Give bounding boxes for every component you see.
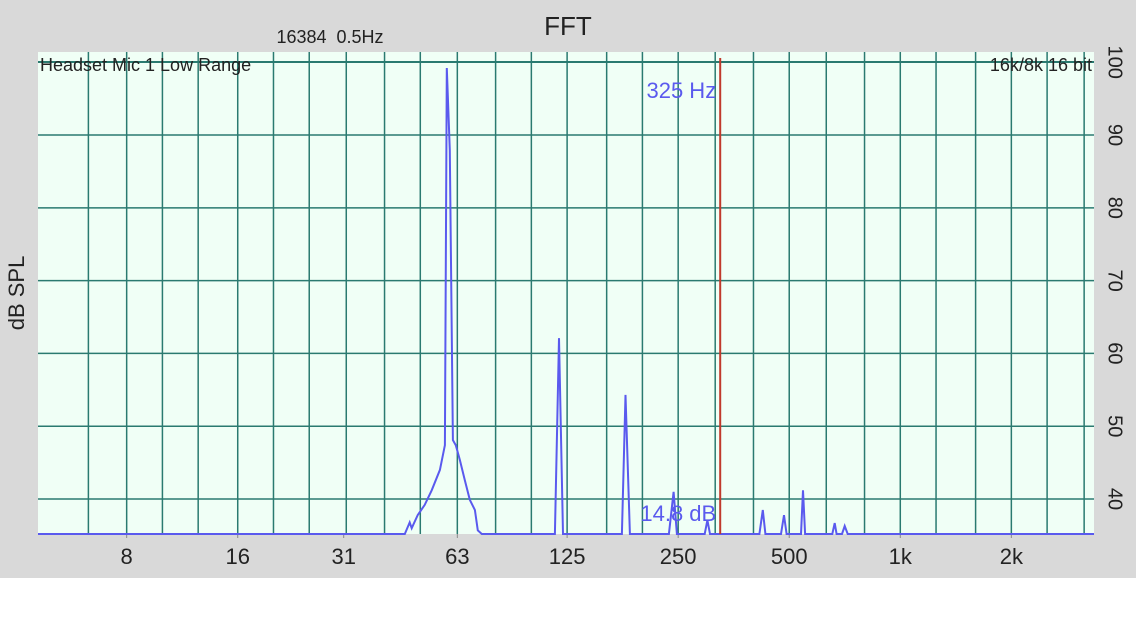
y-tick-label: 40 [1104, 488, 1126, 510]
plot-area [38, 52, 1094, 534]
x-tick-label: 500 [771, 544, 808, 569]
cursor-frequency: 325 Hz [646, 78, 716, 103]
y-tick-label: 60 [1104, 342, 1126, 364]
x-tick-label: 63 [445, 544, 469, 569]
y-tick-label: 70 [1104, 269, 1126, 291]
y-tick-label: 100 [1104, 46, 1126, 79]
input-name: Headset Mic 1 Low Range [40, 55, 251, 75]
cursor-level: 14.8 dB [640, 501, 716, 526]
x-tick-label: 16 [225, 544, 249, 569]
x-tick-label: 8 [121, 544, 133, 569]
x-tick-label: 250 [660, 544, 697, 569]
x-tick-label: 2k [1000, 544, 1024, 569]
x-tick-label: 31 [331, 544, 355, 569]
format-info: 16k/8k 16 bit [990, 55, 1092, 75]
chart-title: FFT [544, 11, 592, 41]
y-tick-label: 50 [1104, 415, 1126, 437]
x-tick-label: 125 [549, 544, 586, 569]
fft-settings: 16384 0.5Hz [276, 27, 383, 47]
y-tick-label: 90 [1104, 124, 1126, 146]
y-tick-label: 80 [1104, 197, 1126, 219]
x-tick-label: 1k [889, 544, 913, 569]
spectrum-line [38, 67, 1094, 535]
y-axis-label: dB SPL [4, 256, 29, 331]
